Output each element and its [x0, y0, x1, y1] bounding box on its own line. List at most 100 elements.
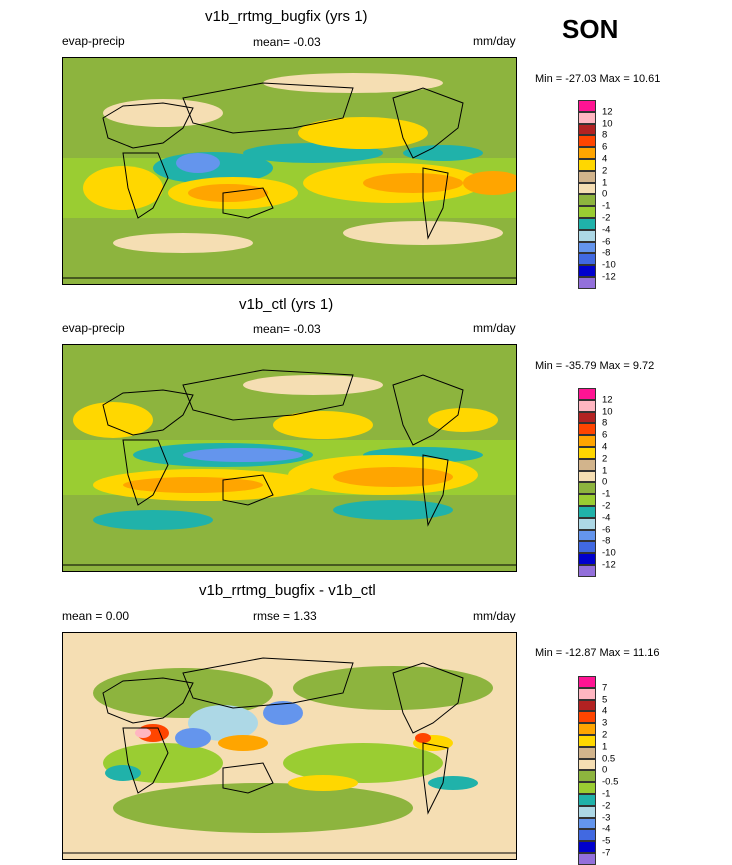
- panel3-units-label: mm/day: [473, 609, 516, 623]
- colorbar-label: 7: [602, 682, 608, 694]
- panel1-minmax: Min = -27.03 Max = 10.61: [535, 73, 661, 85]
- colorbar-label: 5: [602, 694, 608, 706]
- colorbar-swatch: [578, 529, 596, 542]
- colorbar-swatch: [578, 841, 596, 853]
- panel2-map: [62, 344, 517, 572]
- colorbar-swatch: [578, 853, 596, 865]
- panel2-variable-label: evap-precip: [62, 321, 125, 335]
- colorbar-label: 3: [602, 717, 608, 729]
- colorbar-swatch: [578, 746, 596, 759]
- colorbar-swatch: [578, 699, 596, 712]
- colorbar-swatch: [578, 277, 596, 289]
- colorbar-swatch: [578, 805, 596, 818]
- panel1-map: [62, 57, 517, 285]
- colorbar-label: -2: [602, 500, 611, 512]
- colorbar-swatch: [578, 553, 596, 565]
- panel2-units-label: mm/day: [473, 321, 516, 335]
- colorbar-swatch: [578, 794, 596, 806]
- panel1-mean-label: mean= -0.03: [253, 35, 321, 49]
- colorbar-label: -12: [602, 271, 616, 283]
- colorbar-swatch: [578, 206, 596, 218]
- panel3-map: [62, 632, 517, 860]
- colorbar-swatch: [578, 241, 596, 254]
- colorbar-swatch: [578, 494, 596, 506]
- colorbar-label: 2: [602, 453, 608, 465]
- colorbar-swatch: [578, 135, 596, 148]
- colorbar-label: -1: [602, 788, 611, 800]
- colorbar-swatch: [578, 159, 596, 171]
- colorbar-label: 8: [602, 417, 608, 429]
- panel2-field: [63, 345, 516, 571]
- colorbar-label: 1: [602, 741, 608, 753]
- colorbar-label: -2: [602, 800, 611, 812]
- colorbar-swatch: [578, 723, 596, 735]
- colorbar-swatch: [578, 782, 596, 794]
- colorbar-label: 10: [602, 118, 613, 130]
- colorbar-label: 12: [602, 106, 613, 118]
- colorbar-swatch: [578, 676, 596, 688]
- colorbar-swatch: [578, 770, 596, 783]
- colorbar-swatch: [578, 194, 596, 207]
- colorbar-label: -6: [602, 236, 611, 248]
- colorbar-swatch: [578, 218, 596, 230]
- panel3-colorbar: 7 5 4 3 2 1 0.5 0 -0.5 -1 -2 -3 -4 -5 -7: [578, 676, 618, 865]
- colorbar-swatch: [578, 541, 596, 554]
- colorbar-label: -6: [602, 524, 611, 536]
- colorbar-label: -10: [602, 259, 616, 271]
- colorbar-swatch: [578, 470, 596, 483]
- colorbar-swatch: [578, 265, 596, 277]
- colorbar-swatch: [578, 399, 596, 412]
- colorbar-swatch: [578, 123, 596, 136]
- panel1-colorbar: 12 10 8 6 4 2 1 0 -1 -2 -4 -6 -8 -10 -12: [578, 100, 616, 289]
- panel2-title: v1b_ctl (yrs 1): [239, 296, 334, 313]
- panel1-variable-label: evap-precip: [62, 34, 125, 48]
- colorbar-label: -4: [602, 512, 611, 524]
- colorbar-swatch: [578, 758, 596, 771]
- panel2-mean-label: mean= -0.03: [253, 322, 321, 336]
- colorbar-label: 8: [602, 129, 608, 141]
- colorbar-label: -7: [602, 847, 611, 859]
- colorbar-swatch: [578, 565, 596, 577]
- colorbar-label: 1: [602, 177, 608, 189]
- colorbar-label: 6: [602, 429, 608, 441]
- colorbar-swatch: [578, 482, 596, 495]
- panel3-rmse-label: rmse = 1.33: [253, 609, 317, 623]
- panel2-colorbar: 12 10 8 6 4 2 1 0 -1 -2 -4 -6 -8 -10 -12: [578, 388, 616, 577]
- colorbar-label: -8: [602, 247, 611, 259]
- colorbar-swatch: [578, 182, 596, 195]
- colorbar-swatch: [578, 506, 596, 518]
- panel3-mean-label: mean = 0.00: [62, 609, 130, 623]
- colorbar-swatch: [578, 111, 596, 124]
- panel3-title: v1b_rrtmg_bugfix - v1b_ctl: [199, 582, 376, 599]
- colorbar-label: -3: [602, 812, 611, 824]
- colorbar-label: 0: [602, 476, 608, 488]
- colorbar-swatch: [578, 735, 596, 747]
- colorbar-label: -4: [602, 224, 611, 236]
- colorbar-label: 4: [602, 705, 608, 717]
- colorbar-swatch: [578, 388, 596, 400]
- colorbar-swatch: [578, 447, 596, 459]
- colorbar-label: 0.5: [602, 753, 616, 765]
- colorbar-label: -5: [602, 835, 611, 847]
- colorbar-swatch: [578, 423, 596, 436]
- colorbar-label: 6: [602, 141, 608, 153]
- panel1-title: v1b_rrtmg_bugfix (yrs 1): [205, 8, 368, 25]
- panel1-field: [63, 58, 516, 284]
- colorbar-label: 12: [602, 394, 613, 406]
- colorbar-swatch: [578, 711, 596, 724]
- colorbar-label: 4: [602, 441, 608, 453]
- colorbar-label: 10: [602, 406, 613, 418]
- colorbar-swatch: [578, 411, 596, 424]
- panel2-minmax: Min = -35.79 Max = 9.72: [535, 360, 655, 372]
- colorbar-label: -8: [602, 535, 611, 547]
- colorbar-swatch: [578, 817, 596, 830]
- colorbar-label: -10: [602, 547, 616, 559]
- colorbar-swatch: [578, 229, 596, 242]
- season-label: SON: [562, 14, 619, 44]
- colorbar-swatch: [578, 147, 596, 159]
- colorbar-label: 0: [602, 764, 608, 776]
- colorbar-label: 1: [602, 465, 608, 477]
- colorbar-label: -2: [602, 212, 611, 224]
- colorbar-label: 0: [602, 188, 608, 200]
- colorbar-label: 4: [602, 153, 608, 165]
